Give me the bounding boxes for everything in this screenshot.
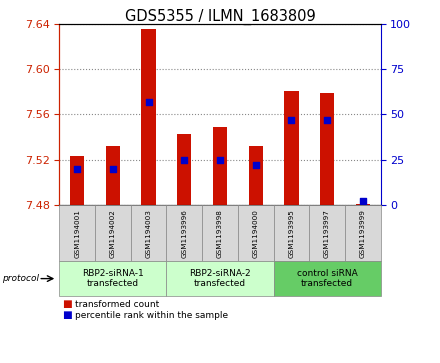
Point xyxy=(181,157,188,163)
Text: GSM1193999: GSM1193999 xyxy=(360,209,366,258)
Bar xyxy=(249,146,263,205)
Text: percentile rank within the sample: percentile rank within the sample xyxy=(75,311,228,319)
Bar xyxy=(70,156,84,205)
Bar xyxy=(106,146,120,205)
Point xyxy=(252,162,259,168)
Point xyxy=(74,166,81,172)
Bar xyxy=(356,204,370,205)
Text: GSM1193996: GSM1193996 xyxy=(181,209,187,258)
Text: GSM1193997: GSM1193997 xyxy=(324,209,330,258)
Text: ■: ■ xyxy=(62,310,71,320)
Text: GSM1194000: GSM1194000 xyxy=(253,209,259,258)
Bar xyxy=(320,93,334,205)
Text: transformed count: transformed count xyxy=(75,300,159,309)
Bar xyxy=(284,90,298,205)
Point xyxy=(216,157,224,163)
Point xyxy=(323,117,330,123)
Text: ■: ■ xyxy=(62,299,71,309)
Text: GSM1194001: GSM1194001 xyxy=(74,209,80,258)
Text: control siRNA
transfected: control siRNA transfected xyxy=(297,269,357,288)
Text: GSM1194003: GSM1194003 xyxy=(146,209,152,258)
Text: GSM1193998: GSM1193998 xyxy=(217,209,223,258)
Text: protocol: protocol xyxy=(2,274,39,283)
Text: GDS5355 / ILMN_1683809: GDS5355 / ILMN_1683809 xyxy=(125,9,315,25)
Bar xyxy=(142,29,156,205)
Text: RBP2-siRNA-1
transfected: RBP2-siRNA-1 transfected xyxy=(82,269,144,288)
Bar xyxy=(213,127,227,205)
Bar xyxy=(177,134,191,205)
Point xyxy=(145,99,152,105)
Point xyxy=(110,166,117,172)
Text: GSM1193995: GSM1193995 xyxy=(288,209,294,258)
Text: RBP2-siRNA-2
transfected: RBP2-siRNA-2 transfected xyxy=(189,269,251,288)
Point xyxy=(359,199,366,204)
Point xyxy=(288,117,295,123)
Text: GSM1194002: GSM1194002 xyxy=(110,209,116,258)
